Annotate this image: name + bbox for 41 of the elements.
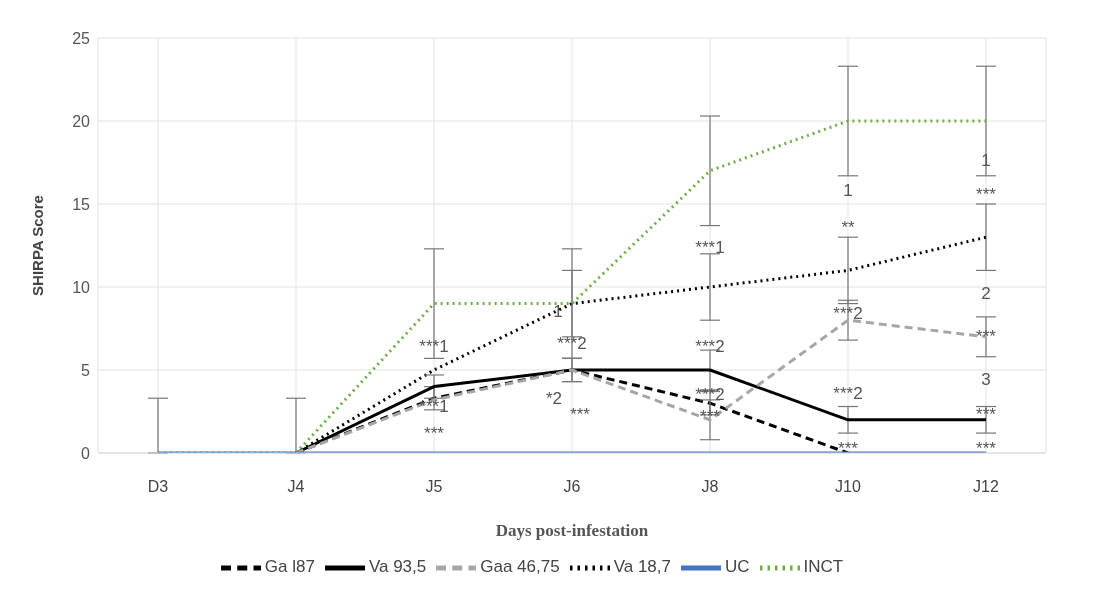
annotation: ** [841, 217, 855, 237]
legend-label: Va 18,7 [613, 557, 671, 577]
annotation: ***2 [557, 333, 587, 353]
annotation: *** [976, 405, 997, 425]
annotation: 1 [843, 181, 853, 201]
annotation: *2 [545, 388, 563, 408]
x-tick-label: D3 [147, 478, 169, 496]
y-tick-label: 0 [81, 444, 91, 462]
y-tick-label: 15 [72, 195, 91, 213]
annotation: ***2 [833, 383, 863, 403]
legend-label: Gaa 46,75 [480, 557, 560, 577]
annotation: *** [424, 423, 445, 443]
annotation: ***1 [695, 237, 725, 257]
y-axis-title: SHIRPA Score [29, 195, 47, 296]
y-tick-label: 10 [72, 278, 91, 296]
annotation: 1 [553, 302, 563, 322]
legend-label: UC [724, 557, 750, 577]
x-tick-label: J5 [425, 478, 443, 496]
annotation: *** [976, 438, 997, 458]
annotation: ***2 [695, 337, 725, 357]
x-tick-label: J6 [563, 478, 581, 496]
x-tick-label: J12 [973, 478, 999, 496]
annotation: ***1 [419, 337, 449, 357]
annotation: 2 [981, 284, 991, 304]
x-axis-title: Days post-infestation [495, 521, 649, 540]
annotation: *** [570, 405, 591, 425]
annotation: *** [976, 327, 997, 347]
x-tick-label: J8 [701, 478, 719, 496]
annotation: 1 [981, 151, 991, 171]
legend-label: Va 93,5 [368, 557, 427, 577]
annotation: *** [838, 438, 859, 458]
annotation: ***2 [833, 304, 863, 324]
y-tick-label: 25 [72, 29, 91, 47]
annotation: *** [976, 184, 997, 204]
annotation: 3 [981, 370, 991, 390]
legend-label: INCT [803, 557, 844, 577]
y-tick-label: 20 [72, 112, 91, 130]
x-tick-label: J4 [287, 478, 305, 496]
x-tick-label: J10 [835, 478, 861, 496]
legend-label: Ga l87 [264, 557, 315, 577]
y-tick-label: 5 [81, 361, 91, 379]
